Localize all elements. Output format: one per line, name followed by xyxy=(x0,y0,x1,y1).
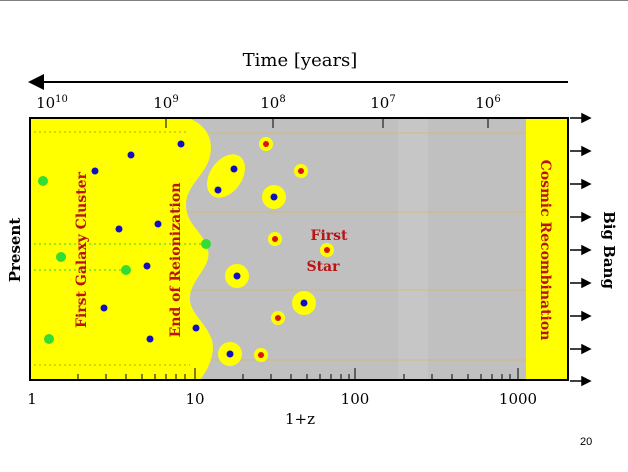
cluster-dot xyxy=(56,252,66,262)
reionized-region xyxy=(30,118,213,380)
time-tick-label: 106 xyxy=(475,94,500,112)
galaxy-dot xyxy=(91,167,99,175)
right-arrows xyxy=(570,112,592,387)
end-of-reionization-label: End of Reionization xyxy=(168,183,184,338)
star-dot xyxy=(275,315,281,321)
bottom-ticks xyxy=(77,368,519,380)
galaxy-dot xyxy=(177,140,185,148)
galaxy-dot xyxy=(100,304,108,312)
galaxy-dot xyxy=(146,335,154,343)
galaxy-dot xyxy=(300,299,308,307)
star-dot xyxy=(263,141,269,147)
star-dot xyxy=(272,236,278,242)
time-tick-label: 108 xyxy=(260,94,285,112)
z-tick-label: 100 xyxy=(341,390,370,408)
first-star-label-line2: Star xyxy=(306,259,340,275)
galaxy-dot xyxy=(143,262,151,270)
first-galaxy-cluster-label: First Galaxy Cluster xyxy=(74,171,90,328)
galaxy-dot xyxy=(154,220,162,228)
cosmic-recombination-label: Cosmic Recombination xyxy=(537,160,553,341)
cluster-dot xyxy=(38,176,48,186)
first-star-label-line1: First xyxy=(311,228,349,244)
time-axis-title: Time [years] xyxy=(243,50,358,71)
time-tick-label: 107 xyxy=(370,94,395,112)
galaxy-dot xyxy=(214,186,222,194)
galaxy-dot xyxy=(233,272,241,280)
z-tick-label: 1 xyxy=(27,390,37,408)
z-axis-title: 1+z xyxy=(285,410,315,428)
plot-frame xyxy=(29,117,569,381)
galaxy-dot xyxy=(230,165,238,173)
top-ticks xyxy=(165,118,489,128)
recombination-band xyxy=(526,118,568,380)
cluster-dot xyxy=(44,334,54,344)
z-tick-label: 1000 xyxy=(499,390,537,408)
galaxy-dot xyxy=(270,193,278,201)
galaxy-dot xyxy=(115,225,123,233)
star-dot xyxy=(258,352,264,358)
time-arrow-head xyxy=(28,74,44,90)
present-label: Present xyxy=(6,218,24,283)
big-bang-label: Big Bang xyxy=(600,211,618,289)
page-number: 20 xyxy=(580,436,593,448)
galaxies xyxy=(91,140,308,358)
time-tick-label: 109 xyxy=(153,94,178,112)
green-dotted-lines xyxy=(34,243,205,271)
yellow-dotted-lines xyxy=(34,131,190,366)
galaxy-dot xyxy=(226,350,234,358)
first-stars xyxy=(258,141,330,358)
z-tick-label: 10 xyxy=(185,390,204,408)
galaxy-dot xyxy=(192,324,200,332)
cluster-dot xyxy=(121,265,131,275)
galaxy-clusters xyxy=(38,176,211,344)
star-dot xyxy=(324,247,330,253)
time-tick-label: 1010 xyxy=(36,94,68,112)
cluster-dot xyxy=(201,239,211,249)
guide-lines xyxy=(186,132,526,361)
galaxy-dot xyxy=(127,151,135,159)
dark-ages-shade xyxy=(398,118,428,380)
star-dot xyxy=(298,168,304,174)
